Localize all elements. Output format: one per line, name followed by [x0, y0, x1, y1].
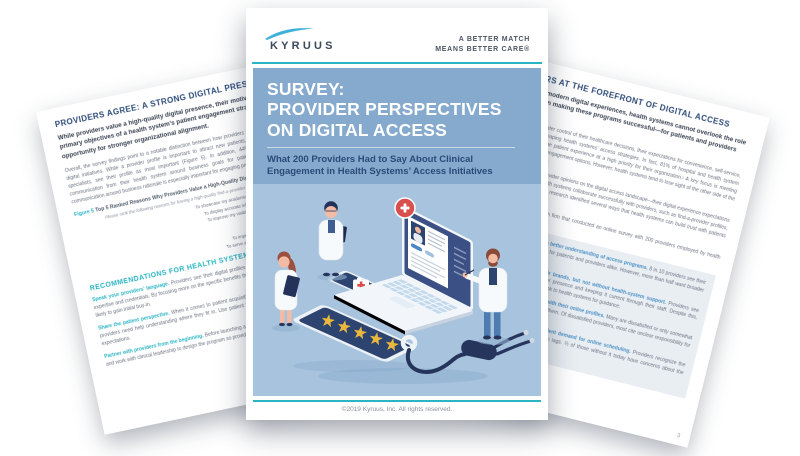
- doctor-with-tablet: [272, 251, 300, 332]
- report-cover: KYRUUS A BETTER MATCH MEANS BETTER CARE®…: [246, 8, 548, 420]
- cover-subtitle: What 200 Providers Had to Say About Clin…: [267, 154, 527, 177]
- title-divider: [267, 147, 515, 149]
- rating-tablet: [293, 305, 416, 362]
- keyboard-keys: [381, 279, 459, 314]
- cover-footer-block: ©2019 Kyruus, Inc. All rights reserved.: [253, 400, 541, 413]
- telehealth-illustration: [253, 184, 541, 396]
- logo-text: KYRUUS: [270, 40, 336, 52]
- title-line: ON DIGITAL ACCESS: [267, 119, 448, 140]
- cover-title-block: SURVEY: PROVIDER PERSPECTIVES ON DIGITAL…: [253, 68, 541, 184]
- teal-divider: [253, 400, 541, 402]
- laptop-telehealth-icon: [334, 197, 473, 335]
- tablet: [283, 275, 300, 298]
- profile-text-lines: [428, 230, 445, 253]
- title-line: PROVIDER PERSPECTIVES: [267, 99, 502, 120]
- ground-shadow: [318, 368, 488, 384]
- ground-shadow: [293, 360, 413, 372]
- title-line: SURVEY:: [267, 79, 345, 99]
- kyruus-logo: KYRUUS: [265, 28, 336, 54]
- screen-text-lines: [454, 246, 466, 277]
- pointer-stick: [464, 269, 475, 276]
- provider-profile-card: [408, 216, 448, 289]
- profile-text-lines: [411, 251, 445, 279]
- page-number: 3: [676, 432, 681, 440]
- laptop-edge: [405, 311, 473, 335]
- teal-divider: [252, 62, 542, 64]
- profile-button: [425, 250, 434, 258]
- laptop-edge: [334, 295, 405, 335]
- trackpad: [388, 296, 416, 309]
- profile-button: [411, 243, 422, 252]
- subtitle-line: Engagement in Health Systems’ Access Ini…: [267, 165, 493, 177]
- subtitle-line: What 200 Providers Had to Say About Clin…: [267, 154, 474, 166]
- laptop-screen: [402, 206, 473, 310]
- cover-title: SURVEY: PROVIDER PERSPECTIVES ON DIGITAL…: [267, 79, 527, 140]
- doctor-with-clipboard: [317, 201, 347, 281]
- stethoscope-icon: [400, 329, 535, 374]
- brand-tagline: A BETTER MATCH MEANS BETTER CARE®: [435, 35, 530, 55]
- tagline-line: A BETTER MATCH: [458, 36, 530, 43]
- logo-swoosh-icon: [265, 28, 314, 40]
- doctor-pointing: [462, 248, 510, 345]
- medical-cross-badge-icon: [394, 197, 416, 219]
- cover-masthead: KYRUUS A BETTER MATCH MEANS BETTER CARE®: [246, 8, 548, 62]
- copyright-text: ©2019 Kyruus, Inc. All rights reserved.: [341, 406, 453, 413]
- tagline-line: MEANS BETTER CARE®: [435, 45, 530, 53]
- telehealth-illustration-svg: [272, 197, 535, 384]
